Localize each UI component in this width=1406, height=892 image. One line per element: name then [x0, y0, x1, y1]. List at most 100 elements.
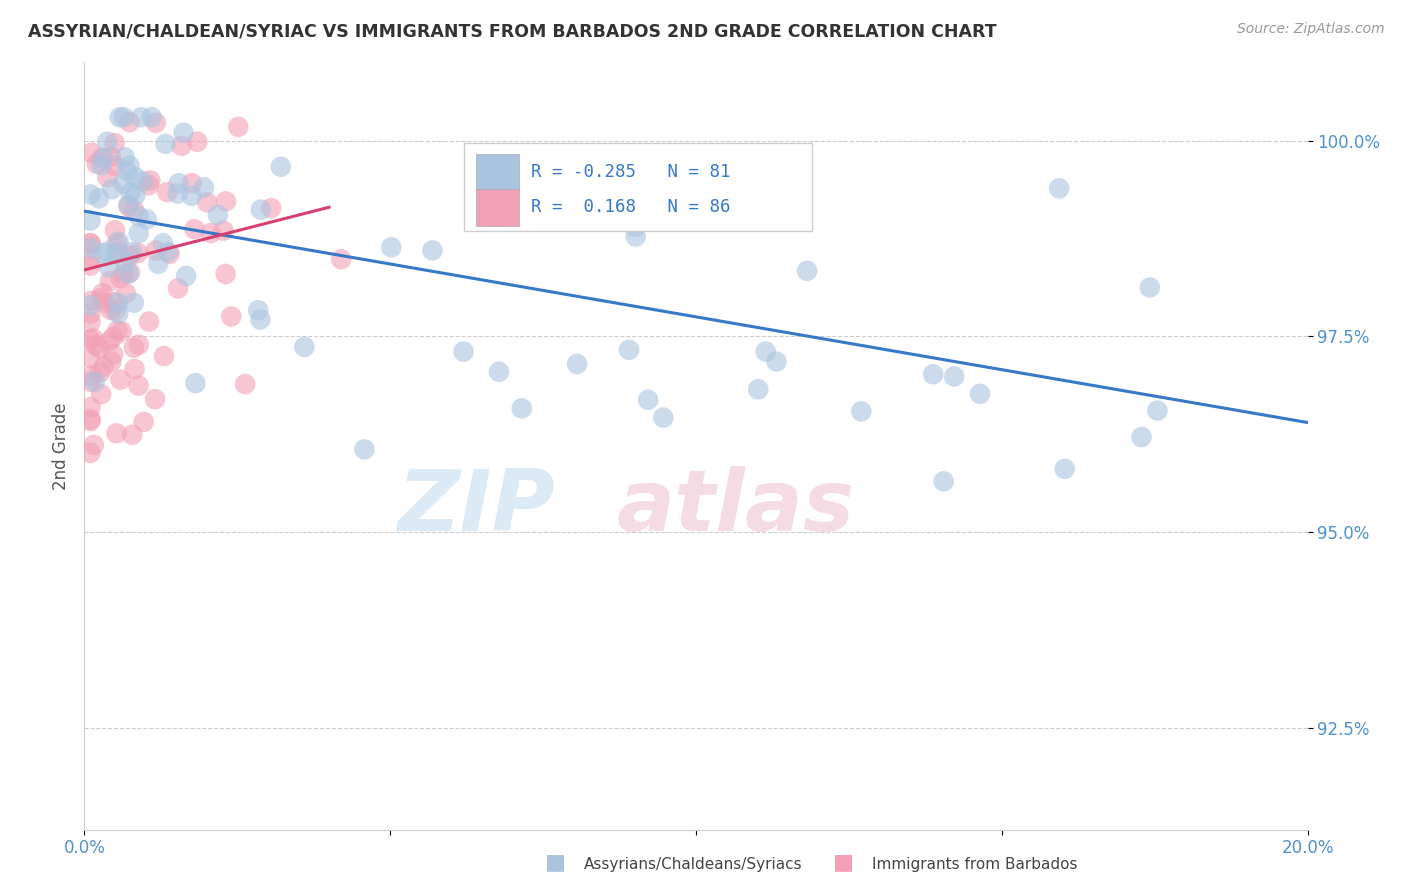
Point [105, 236, 128, 251]
Point [747, 382, 769, 396]
Point [624, 219, 647, 234]
Point [330, 252, 353, 267]
Point [207, 208, 229, 222]
Point [128, 226, 150, 240]
Point [79, 306, 101, 320]
Point [97, 244, 120, 259]
Point [170, 138, 193, 153]
Point [186, 135, 208, 149]
Point [90, 387, 112, 401]
Point [624, 229, 647, 244]
Point [93, 295, 115, 310]
Point [118, 249, 141, 263]
Point [183, 222, 205, 236]
Point [117, 199, 139, 213]
Point [943, 369, 966, 384]
Point [124, 362, 146, 376]
Point [249, 202, 271, 217]
Text: Immigrants from Barbados: Immigrants from Barbados [872, 857, 1077, 872]
Point [79, 236, 101, 251]
Y-axis label: 2nd Grade: 2nd Grade [52, 402, 70, 490]
Point [249, 312, 271, 326]
FancyBboxPatch shape [464, 143, 813, 231]
Point [141, 110, 163, 124]
Point [84, 338, 107, 352]
Text: ZIP: ZIP [398, 466, 555, 549]
Point [121, 245, 143, 260]
Point [108, 110, 131, 124]
Point [93, 152, 115, 166]
Point [174, 268, 197, 283]
Point [145, 116, 167, 130]
Point [108, 245, 131, 260]
Point [153, 349, 176, 363]
Point [90, 151, 112, 165]
Point [124, 170, 146, 185]
Point [380, 240, 402, 254]
Point [353, 442, 375, 457]
Point [104, 223, 127, 237]
Point [101, 182, 124, 196]
Point [167, 281, 190, 295]
Point [115, 164, 138, 178]
Point [755, 344, 778, 359]
Point [851, 404, 873, 418]
Point [148, 257, 170, 271]
Point [138, 178, 160, 193]
Point [122, 341, 145, 355]
Point [270, 160, 292, 174]
Point [132, 174, 155, 188]
Point [121, 427, 143, 442]
Point [107, 306, 129, 320]
Point [104, 303, 127, 318]
Point [100, 150, 122, 164]
Point [107, 295, 129, 310]
Point [565, 357, 588, 371]
Point [122, 203, 145, 218]
Point [103, 347, 125, 361]
Text: ASSYRIAN/CHALDEAN/SYRIAC VS IMMIGRANTS FROM BARBADOS 2ND GRADE CORRELATION CHART: ASSYRIAN/CHALDEAN/SYRIAC VS IMMIGRANTS F… [28, 22, 997, 40]
Point [765, 354, 787, 368]
Point [139, 173, 162, 187]
Point [1053, 462, 1076, 476]
Point [127, 246, 149, 260]
Point [96, 135, 118, 149]
Point [226, 120, 249, 134]
Point [155, 136, 177, 151]
Point [219, 310, 242, 324]
Point [105, 247, 128, 261]
Point [1139, 280, 1161, 294]
Point [107, 235, 129, 249]
Point [79, 251, 101, 265]
Point [111, 325, 134, 339]
Point [89, 341, 111, 355]
Point [96, 170, 118, 185]
Point [82, 368, 104, 383]
Point [200, 226, 222, 240]
Point [110, 271, 132, 285]
Point [89, 365, 111, 379]
Text: Source: ZipAtlas.com: Source: ZipAtlas.com [1237, 22, 1385, 37]
Point [1130, 430, 1153, 444]
Point [90, 158, 112, 172]
Point [422, 244, 444, 258]
Point [79, 412, 101, 426]
Point [79, 446, 101, 460]
Point [117, 267, 139, 281]
Point [173, 126, 195, 140]
Point [79, 333, 101, 347]
Point [215, 194, 238, 209]
Point [114, 254, 136, 268]
Point [104, 159, 127, 173]
Point [1047, 181, 1070, 195]
Point [129, 110, 152, 124]
Point [79, 236, 101, 251]
Point [652, 410, 675, 425]
Point [91, 245, 114, 260]
Point [195, 195, 218, 210]
Point [453, 344, 475, 359]
Point [87, 191, 110, 205]
Point [79, 315, 101, 329]
Text: atlas: atlas [617, 466, 855, 549]
Text: R = -0.285   N = 81: R = -0.285 N = 81 [531, 163, 730, 181]
